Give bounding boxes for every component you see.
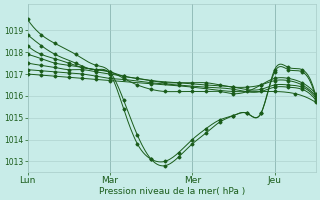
X-axis label: Pression niveau de la mer( hPa ): Pression niveau de la mer( hPa ) bbox=[99, 187, 245, 196]
